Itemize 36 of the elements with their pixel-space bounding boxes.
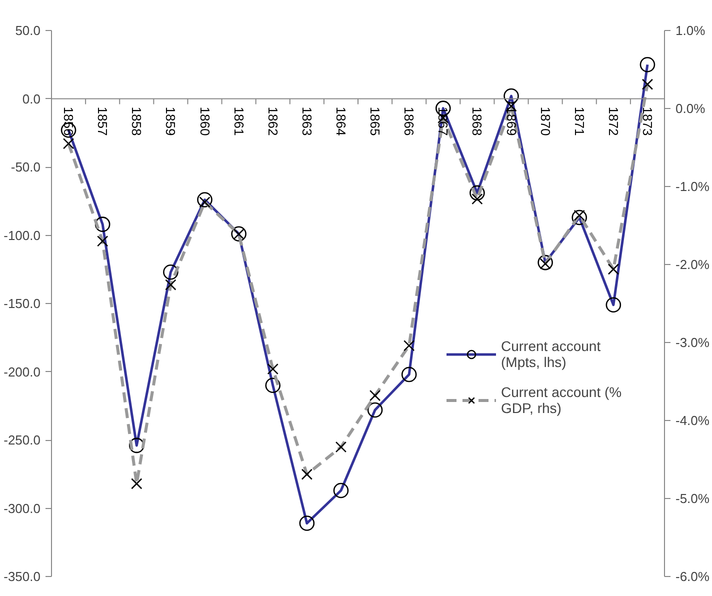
y-tick-label: -100.0 [4,228,41,243]
x-tick-label: 1869 [504,106,519,136]
y-tick-label: 50.0 [15,23,41,38]
y2-tick-label: -1.0% [676,179,710,194]
x-tick-label: 1856 [61,106,76,136]
x-tick-label: 1859 [163,106,178,136]
x-tick-label: 1870 [538,106,553,136]
x-tick-label: 1866 [402,106,417,136]
y-tick-label: -250.0 [4,432,41,448]
y2-tick-label: 1.0% [676,23,706,38]
x-tick-label: 1858 [129,106,144,136]
x-tick-label: 1860 [197,106,212,136]
legend-label: Current account (% GDP, rhs) [501,384,622,416]
x-tick-label: 1865 [368,106,383,136]
y-tick-label: -200.0 [4,364,41,380]
y2-tick-label: -5.0% [676,491,710,506]
x-tick-label: 1857 [95,106,110,136]
y2-tick-label: -3.0% [676,335,710,350]
x-tick-label: 1868 [470,106,485,136]
y2-tick-label: -2.0% [676,257,710,272]
x-tick-label: 1863 [299,106,314,136]
y2-tick-label: -6.0% [676,569,710,584]
y-tick-label: -50.0 [10,160,41,174]
y2-tick-label: -4.0% [676,413,710,428]
x-tick-label: 1873 [640,106,655,136]
y-tick-label: -300.0 [4,500,41,516]
y-tick-label: 0.0 [22,91,41,106]
legend-label: Current account (Mpts, lhs) [501,338,601,370]
x-tick-label: 1871 [572,106,587,136]
x-tick-label: 1864 [333,106,348,136]
x-tick-label: 1872 [606,106,621,136]
x-tick-label: 1861 [231,106,246,136]
y-tick-label: -350.0 [4,569,41,584]
y2-tick-label: 0.0% [676,101,706,116]
y-tick-label: -150.0 [4,296,41,311]
x-tick-label: 1862 [265,106,280,136]
